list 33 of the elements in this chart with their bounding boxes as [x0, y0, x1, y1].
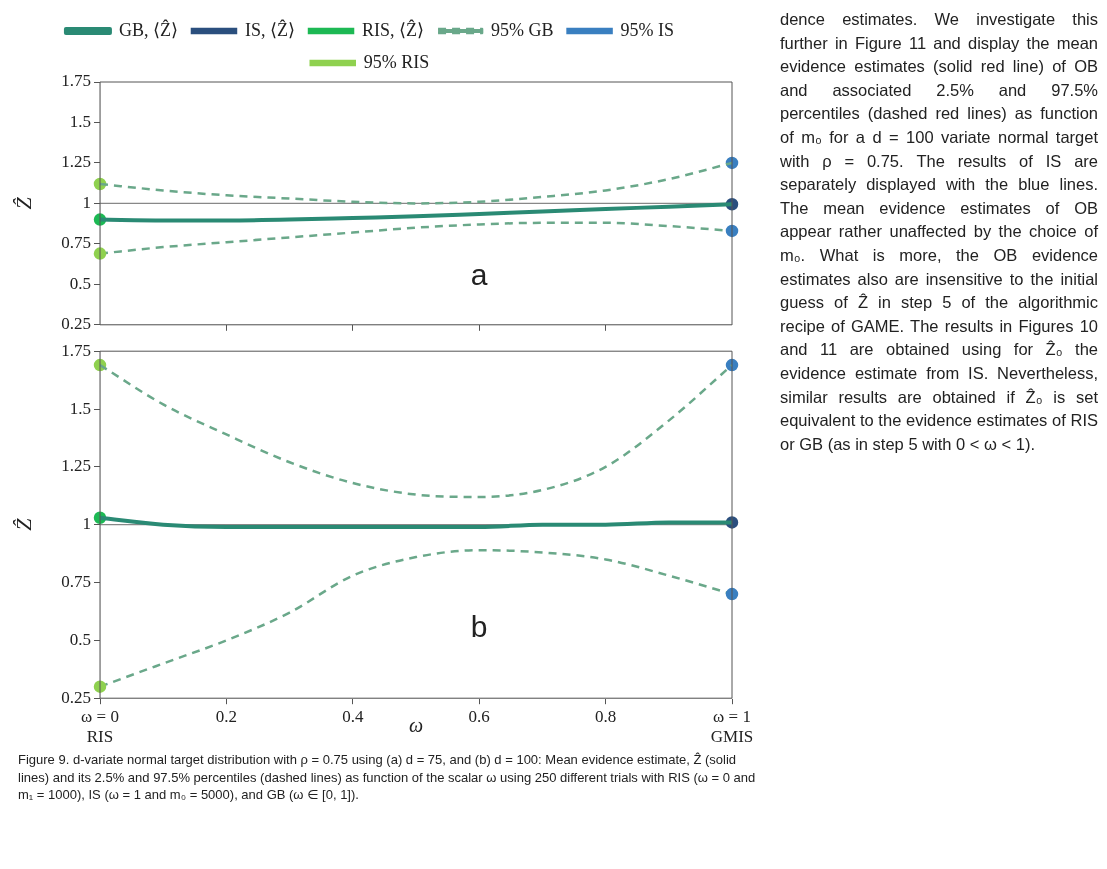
x-tick-label: ω = 0 RIS [81, 706, 119, 747]
x-tick-label: ω = 1 GMIS [710, 706, 754, 747]
y-tick-label: 1 [82, 514, 91, 534]
y-tick-label: 1.75 [61, 340, 91, 360]
y-tick-label: 0.25 [61, 314, 91, 334]
y-tick-label: 0.75 [61, 233, 91, 253]
y-tick-label: 1.25 [61, 152, 91, 172]
y-tick-label: 1.75 [61, 71, 91, 91]
y-axis-title: Ẑ [10, 196, 36, 210]
legend-label: 95% RIS [363, 51, 430, 72]
y-tick-label: 1.5 [69, 111, 91, 131]
x-tick-label: 0.2 [215, 706, 238, 726]
legend-label: RIS, ⟨Ẑ⟩ [362, 18, 425, 40]
y-tick-label: 0.5 [69, 629, 91, 649]
caption: Figure 9. d-variate normal target distribution with ρ = 0.75 using (a) d = 75, and (b) d = 100: Mean evidence estimate, Ẑ (solid lines) and its 2.5% and 97.5% percentiles (dashed lines) as function of the scalar ω using 250 different trials with RIS (ω = 0 and m₁ = 1000), IS (ω = 1 and m₀ = 5000), and GB (ω ∈ [0, 1]). [17, 751, 757, 804]
y-tick-label: 0.25 [61, 687, 91, 707]
x-tick-label: 0.8 [594, 706, 617, 726]
legend-label: 95% GB [491, 19, 554, 40]
y-tick-label: 1.25 [61, 456, 91, 476]
legend-label: IS, ⟨Ẑ⟩ [244, 18, 296, 40]
x-tick-label: 0.4 [342, 706, 364, 726]
annotation: a [470, 257, 488, 291]
x-tick-label: 0.6 [468, 706, 490, 726]
y-tick-label: 0.5 [69, 273, 91, 293]
legend-label: GB, ⟨Ẑ⟩ [118, 18, 178, 40]
y-axis-title: Ẑ [10, 517, 36, 531]
x-axis-title: ω [408, 714, 424, 737]
y-tick-label: 1.5 [69, 398, 91, 418]
legend-label: 95% IS [620, 19, 675, 40]
text: dence estimates. We investigate this further in Figure 11 and display the mean evidence estimates (solid red line) of OB and associated 2.5% and 97.5% percentiles (dashed red lines) as function of m₀ for a d = 100 variate normal target with ρ = 0.75. The results of IS are separately displayed with the blue lines. The mean evidence estimates of OB appear rather unaffected by the choice of m₀. What is more, the OB evidence estimates also are insensitive to the initial guess of Ẑ in step 5 of the algorithmic recipe of GAME. The results in Figures 10 and 11 are obtained using for Ẑ₀ the evidence estimate from IS. Nevertheless, similar results are obtained if Ẑ₀ is set equivalent to the evidence estimates of RIS or GB (as in step 5 with 0 < ω < 1). [780, 10, 1098, 453]
y-tick-label: 1 [82, 192, 91, 212]
annotation: b [470, 610, 488, 644]
y-tick-label: 0.75 [61, 572, 91, 591]
